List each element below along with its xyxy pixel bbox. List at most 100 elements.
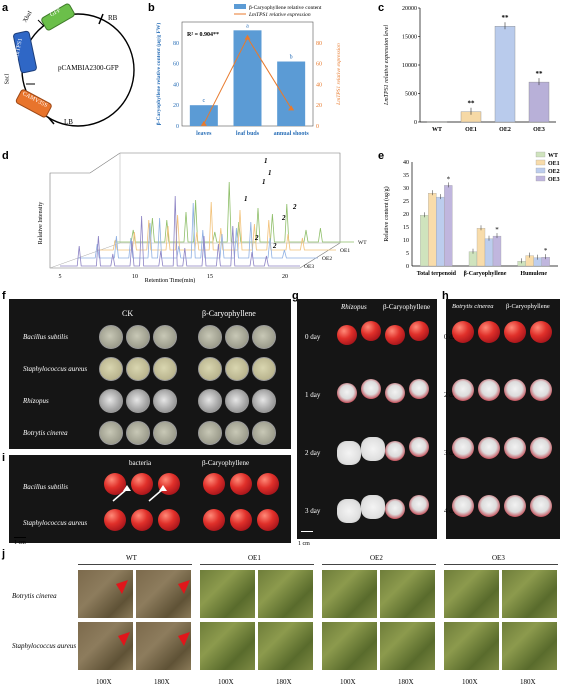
cherry-tomato	[385, 383, 405, 403]
g-scale-label: 1 cm	[298, 541, 310, 547]
e-bar	[428, 193, 437, 267]
b-ytick-left: 20	[173, 103, 179, 109]
b-xtick: leaf buds	[236, 131, 260, 137]
b-legend-swatch-bar	[234, 4, 246, 9]
cherry-tomato	[504, 321, 526, 343]
chart-c: 0 5000 10000 15000 20000 WT ** OE1 ** OE2 ** OE3 LmT…	[384, 6, 556, 133]
f-row-4: Botrytis cinerea	[23, 429, 68, 437]
cherry-tomato	[337, 325, 357, 345]
b-line-point	[200, 120, 207, 126]
panel-label-j: j	[2, 548, 6, 560]
e-legend-label: OE2	[548, 169, 560, 175]
e-legend-label: WT	[548, 153, 558, 159]
e-bar	[436, 196, 445, 267]
e-ytick: 25	[403, 199, 409, 205]
d-ylabel: Relative Intensity	[38, 202, 44, 245]
i-col-1: bacteria	[129, 459, 152, 467]
f-col-ck: CK	[122, 309, 134, 318]
cherry-tomato	[337, 441, 361, 465]
petri-dish	[99, 389, 123, 413]
e-bar	[476, 228, 486, 267]
b-ytick-left: 40	[173, 82, 179, 88]
c-ytick: 15000	[402, 35, 417, 41]
panel-label-a: a	[2, 2, 9, 14]
b-legend-line: LmTPS1 relative expression	[248, 12, 311, 18]
c-xtick: OE3	[533, 127, 545, 133]
e-ytick: 5	[406, 251, 409, 257]
g-col-2: β-Caryophyllene	[383, 303, 431, 311]
petri-dish	[153, 389, 177, 413]
petri-dish	[153, 357, 177, 381]
chart-d: 5 10 15 20 Retention Time(min) Relative Inten…	[38, 152, 367, 283]
leaf-micrograph	[136, 570, 191, 618]
b-bar-letter: b	[290, 55, 293, 61]
d-trace	[114, 181, 354, 243]
e-xtick: Total terpenoid	[417, 271, 457, 277]
leaf-micrograph	[258, 570, 313, 618]
cherry-tomato	[478, 495, 500, 517]
d-xlabel: Retention Time(min)	[145, 277, 196, 283]
petri-dish	[126, 325, 150, 349]
cherry-tomato	[361, 379, 381, 399]
d-peak-mark: 2	[272, 242, 277, 250]
petri-dish	[198, 389, 222, 413]
cherry-tomato	[409, 437, 429, 457]
b-xtick: annual shoots	[274, 131, 310, 137]
d-trace-label: OE2	[322, 256, 332, 262]
e-bar	[468, 251, 478, 267]
cherry-tomato	[337, 499, 361, 523]
e-ytick: 35	[403, 173, 409, 179]
cherry-tomato	[452, 321, 474, 343]
cherry-tomato	[337, 383, 357, 403]
j-group-label: WT	[126, 554, 137, 562]
camv35s-segment	[15, 89, 52, 118]
rb-label: RB	[108, 14, 118, 22]
cherry-tomato	[504, 437, 526, 459]
d-peak-mark: 1	[264, 157, 268, 165]
cherry-tomato	[452, 437, 474, 459]
cherry-tomato	[530, 437, 552, 459]
cherry-tomato	[203, 509, 225, 531]
b-r2: R² = 0.904**	[187, 32, 219, 38]
cherry-tomato	[361, 437, 385, 461]
panel-label-b: b	[148, 2, 155, 14]
red-arrow	[118, 632, 130, 646]
b-line-point	[288, 105, 295, 111]
c-ytick: 0	[414, 120, 417, 126]
e-legend-swatch	[535, 159, 546, 166]
petri-dish	[99, 421, 123, 445]
red-arrow	[178, 580, 190, 594]
h-row-3: 3 day	[444, 449, 460, 457]
cherry-tomato	[257, 473, 279, 495]
c-ylabel: LmTPS1 relative expression level	[384, 25, 390, 106]
i-row-1: Bacillus subtilis	[23, 483, 68, 491]
d-frame	[49, 152, 341, 269]
leaf-micrograph	[136, 622, 191, 670]
j-group-label: OE2	[370, 554, 383, 562]
cherry-tomato	[230, 509, 252, 531]
e-sig: *	[447, 175, 451, 183]
panel-label-g: g	[292, 290, 299, 302]
d-trace	[60, 195, 300, 267]
h-row-1: 0 day	[444, 333, 460, 341]
panel-f-photo: CK β-Caryophyllene Bacillus subtilis Sta…	[9, 299, 291, 449]
leaf-micrograph	[444, 570, 499, 618]
j-row-1: Botrytis cinerea	[12, 592, 57, 600]
c-xtick: OE2	[499, 127, 511, 133]
leaf-micrograph	[322, 622, 377, 670]
j-group-label: OE3	[492, 554, 505, 562]
d-peak-mark: 2	[254, 234, 259, 242]
leaf-micrograph	[78, 570, 133, 618]
plasmid-name: pCAMBIA2300-GFP	[58, 64, 119, 72]
d-peak-mark: 2	[281, 214, 286, 222]
d-xtick: 20	[282, 274, 288, 280]
cherry-tomato	[452, 495, 474, 517]
petri-dish	[126, 421, 150, 445]
d-peak-mark: 1	[268, 169, 272, 177]
c-bar	[528, 81, 550, 123]
petri-dish	[126, 389, 150, 413]
b-ytick-right: 0	[316, 124, 319, 130]
c-sig: **	[468, 100, 476, 108]
j-group-rule	[444, 564, 558, 565]
cherry-tomato	[385, 325, 405, 345]
